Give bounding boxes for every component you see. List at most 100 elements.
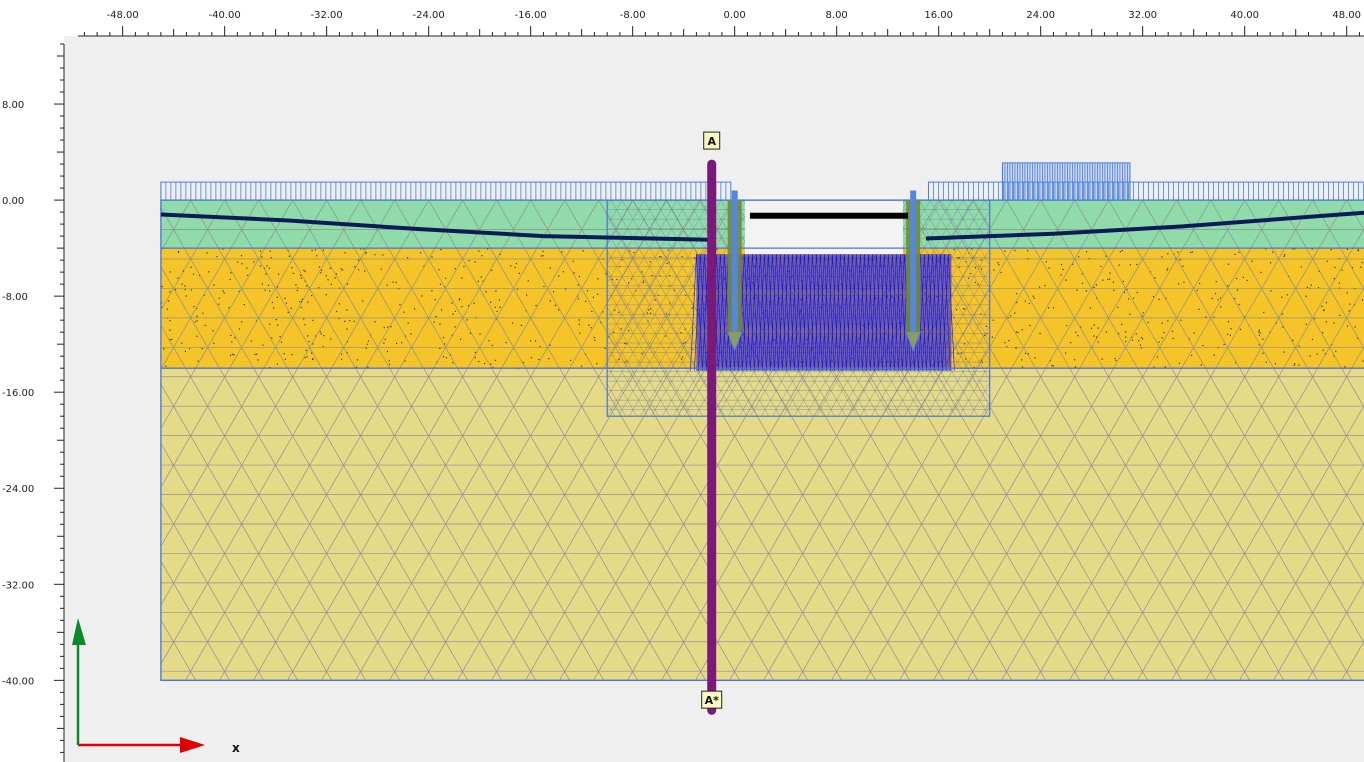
soil-dot — [291, 354, 293, 356]
soil-dot — [478, 250, 480, 252]
soil-dot — [344, 320, 346, 322]
soil-dot — [1014, 312, 1016, 314]
soil-dot — [451, 302, 453, 304]
soil-dot — [1167, 320, 1169, 322]
soil-dot — [218, 303, 220, 305]
soil-dot — [365, 251, 367, 254]
soil-dot — [580, 365, 583, 367]
soil-dot — [965, 261, 967, 263]
soil-dot — [374, 321, 376, 323]
soil-dot — [386, 350, 389, 353]
soil-dot — [161, 285, 163, 288]
soil-dot — [259, 250, 262, 252]
soil-dot — [389, 363, 391, 365]
soil-dot — [577, 295, 579, 297]
soil-dot — [1270, 290, 1272, 292]
soil-dot — [558, 309, 560, 311]
soil-dot — [991, 336, 993, 338]
soil-dot — [1095, 284, 1098, 286]
soil-dot — [275, 318, 277, 321]
soil-dot — [1182, 265, 1184, 267]
soil-dot — [1074, 359, 1076, 361]
soil-dot — [511, 322, 514, 324]
soil-dot — [1062, 268, 1064, 271]
soil-dot — [1338, 282, 1340, 284]
soil-dot — [957, 353, 959, 355]
excavation-pit[interactable] — [744, 195, 903, 255]
soil-dot — [570, 359, 572, 362]
soil-dot — [288, 255, 290, 257]
soil-dot — [1090, 327, 1093, 329]
soil-dot — [253, 261, 255, 263]
soil-dot — [1119, 251, 1121, 253]
soil-dot — [1300, 266, 1303, 268]
soil-dot — [1015, 347, 1017, 349]
phreatic-line-right[interactable] — [925, 210, 1364, 241]
soil-dot — [399, 303, 401, 306]
soil-dot — [1284, 254, 1286, 256]
soil-dot — [1136, 291, 1138, 294]
soil-dot — [1361, 261, 1363, 264]
soil-dot — [318, 266, 321, 268]
section-end-marker[interactable]: A* — [701, 690, 723, 709]
soil-dot — [423, 265, 425, 267]
soil-dot — [292, 272, 294, 274]
soil-dot — [1093, 335, 1095, 337]
soil-dot — [296, 289, 298, 292]
x-tick-label: -16.00 — [515, 10, 547, 21]
soil-dot — [1081, 282, 1084, 284]
soil-dot — [490, 301, 492, 303]
soil-dot — [485, 291, 487, 293]
soil-dot — [1262, 338, 1264, 340]
soil-dot — [1158, 298, 1160, 301]
soil-dot — [1259, 332, 1261, 334]
soil-dot — [1322, 349, 1324, 351]
soil-dot — [985, 325, 987, 327]
x-tick-label: 16.00 — [924, 10, 953, 21]
phreatic-line[interactable] — [160, 210, 1364, 242]
soil-dot — [614, 309, 616, 311]
soil-dot — [1200, 364, 1202, 366]
soil-dot — [433, 321, 435, 323]
x-tick-label: 24.00 — [1026, 10, 1055, 21]
soil-dot — [230, 272, 232, 274]
soil-dot — [1220, 306, 1222, 308]
soil-dot — [957, 257, 959, 259]
soil-dot — [530, 357, 533, 359]
soil-dot — [366, 343, 369, 345]
load-arrows — [1002, 162, 1131, 201]
cross-section-line[interactable]: A A* — [701, 131, 723, 715]
phreatic-line-left[interactable] — [160, 212, 710, 242]
section-start-marker[interactable]: A — [703, 131, 721, 150]
soil-dot — [201, 348, 203, 350]
soil-dot — [280, 341, 283, 343]
soil-dot — [1136, 263, 1138, 266]
soil-dot — [1107, 278, 1109, 280]
x-tick-label: -48.00 — [107, 10, 139, 21]
soil-dot — [184, 285, 186, 287]
x-tick-label: -32.00 — [311, 10, 343, 21]
surface-loads[interactable] — [160, 162, 1364, 201]
wall-toe — [727, 331, 743, 352]
retaining-structure[interactable] — [727, 190, 921, 352]
soil-dot — [1000, 271, 1002, 274]
soil-dot — [459, 338, 462, 340]
y-tick-label: 0.00 — [2, 196, 24, 207]
soil-dot — [591, 310, 593, 313]
load-arrows — [928, 182, 1364, 201]
soil-dot — [633, 251, 635, 254]
soil-dot — [588, 324, 590, 326]
soil-dot — [1129, 313, 1131, 315]
soil-dot — [616, 278, 618, 281]
soil-dot — [1076, 289, 1078, 291]
distributed-load[interactable] — [1001, 162, 1131, 201]
soil-dot — [395, 281, 397, 283]
soil-dot — [1135, 333, 1137, 335]
soil-dot — [322, 346, 324, 348]
soil-dot — [1281, 296, 1283, 298]
soil-dot — [178, 250, 180, 253]
soil-dot — [346, 340, 349, 343]
soil-dot — [435, 316, 437, 318]
